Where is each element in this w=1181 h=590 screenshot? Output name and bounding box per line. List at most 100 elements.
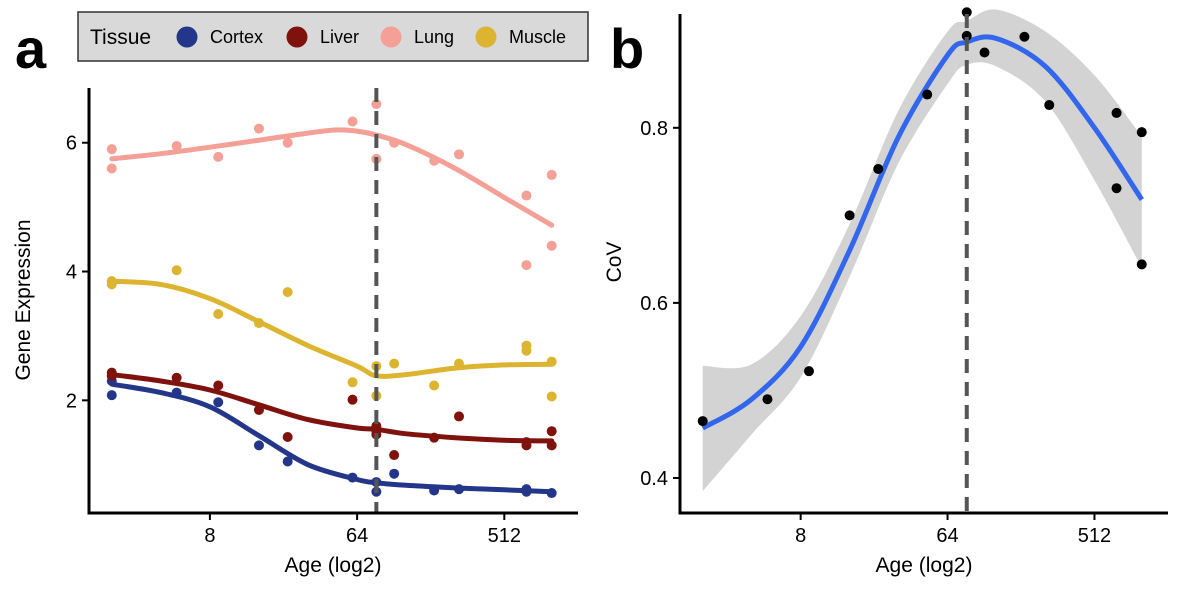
panel-a-plot: 2 4 6 8 64 512 Age (log2) Gene Expression	[12, 88, 578, 577]
data-point-muscle	[429, 380, 440, 391]
y-tick-label: 0.6	[640, 293, 668, 315]
data-point-liver	[389, 450, 400, 461]
data-point-cortex	[213, 397, 224, 408]
panel-a-y-title: Gene Expression	[12, 219, 35, 380]
panel-a-tag: a	[15, 17, 47, 80]
data-point-lung	[546, 169, 557, 180]
data-point-lung	[106, 163, 117, 174]
data-point-cov	[961, 7, 972, 18]
data-point-cov	[1019, 31, 1030, 42]
data-point-muscle	[282, 287, 293, 298]
data-point-cortex	[171, 387, 182, 398]
data-point-cortex	[282, 456, 293, 467]
data-point-lung	[371, 99, 382, 110]
panel-b-points	[697, 7, 1147, 427]
legend-key-lung	[380, 26, 402, 48]
panel-b-y-title: CoV	[603, 242, 626, 283]
data-point-liver	[546, 440, 557, 451]
panel-b-plot: 0.4 0.6 0.8 8 64 512 Age (log2) CoV	[603, 7, 1168, 577]
legend-label-muscle: Muscle	[509, 27, 566, 47]
legend-key-cortex	[176, 26, 198, 48]
data-point-cov	[1044, 100, 1055, 111]
data-point-cov	[922, 89, 933, 100]
legend-box	[77, 11, 589, 62]
y-tick-label: 6	[66, 133, 77, 155]
data-point-liver	[429, 432, 440, 443]
data-point-cortex	[389, 468, 400, 479]
data-point-muscle	[454, 358, 465, 369]
data-point-liver	[213, 380, 224, 391]
smooth-line-liver	[109, 372, 555, 444]
legend-key-liver	[286, 26, 308, 48]
data-point-cov	[803, 366, 814, 377]
data-point-muscle	[106, 279, 117, 290]
data-point-cortex	[253, 440, 264, 451]
x-tick-label: 64	[346, 525, 368, 547]
data-point-lung	[106, 144, 117, 155]
data-point-cov	[697, 416, 708, 427]
data-point-liver	[171, 372, 182, 383]
data-point-cov	[873, 163, 884, 174]
y-tick-label: 0.4	[640, 468, 668, 490]
panel-b-x-title: Age (log2)	[876, 554, 973, 577]
y-tick-label: 4	[66, 262, 77, 284]
data-point-cov	[1111, 107, 1122, 118]
data-point-lung	[546, 240, 557, 251]
panel-b-x-ticks: 8 64 512	[795, 513, 1111, 547]
legend-label-lung: Lung	[414, 27, 454, 47]
panel-b-smooth-line	[701, 34, 1144, 431]
x-tick-label: 512	[488, 525, 521, 547]
data-point-muscle	[389, 358, 400, 369]
x-tick-label: 512	[1078, 525, 1111, 547]
x-tick-label: 8	[795, 525, 806, 547]
data-point-cortex	[521, 486, 532, 497]
panel-a-smooth-lines	[109, 127, 555, 495]
data-point-lung	[253, 123, 264, 134]
data-point-cov	[762, 394, 773, 405]
y-tick-label: 2	[66, 390, 77, 412]
data-point-muscle	[213, 309, 224, 320]
data-point-muscle	[171, 265, 182, 276]
data-point-cortex	[546, 488, 557, 499]
data-point-liver	[454, 411, 465, 422]
data-point-lung	[521, 260, 532, 271]
smooth-line-muscle	[109, 278, 555, 379]
panel-a-y-ticks: 2 4 6	[66, 133, 89, 412]
data-point-lung	[429, 155, 440, 166]
data-point-liver	[546, 426, 557, 437]
data-point-cortex	[106, 390, 117, 401]
data-point-cortex	[429, 485, 440, 496]
data-point-lung	[171, 140, 182, 151]
panel-b-y-ticks: 0.4 0.6 0.8	[640, 118, 680, 490]
data-point-liver	[347, 394, 358, 405]
data-point-muscle	[347, 377, 358, 388]
data-point-lung	[347, 116, 358, 127]
data-point-cov	[961, 30, 972, 41]
legend-key-muscle	[475, 26, 497, 48]
data-point-cov	[1136, 127, 1147, 138]
legend: Tissue Cortex Liver Lung Muscle	[77, 11, 589, 62]
legend-label-cortex: Cortex	[210, 27, 263, 47]
panel-a-x-title: Age (log2)	[285, 554, 382, 577]
data-point-liver	[253, 404, 264, 415]
data-point-lung	[282, 137, 293, 148]
panel-b-tag: b	[610, 17, 644, 80]
panel-a-points	[106, 99, 557, 499]
data-point-muscle	[521, 345, 532, 356]
legend-title: Tissue	[90, 26, 151, 49]
data-point-lung	[454, 149, 465, 160]
data-point-cov	[844, 210, 855, 221]
y-tick-label: 0.8	[640, 118, 668, 140]
data-point-muscle	[546, 391, 557, 402]
data-point-muscle	[546, 356, 557, 367]
data-point-lung	[521, 190, 532, 201]
data-point-cov	[1136, 259, 1147, 270]
legend-label-liver: Liver	[320, 27, 359, 47]
data-point-lung	[389, 137, 400, 148]
data-point-cortex	[347, 472, 358, 483]
data-point-muscle	[253, 318, 264, 329]
data-point-liver	[282, 432, 293, 443]
smooth-line-lung	[109, 127, 555, 228]
x-tick-label: 64	[936, 525, 958, 547]
